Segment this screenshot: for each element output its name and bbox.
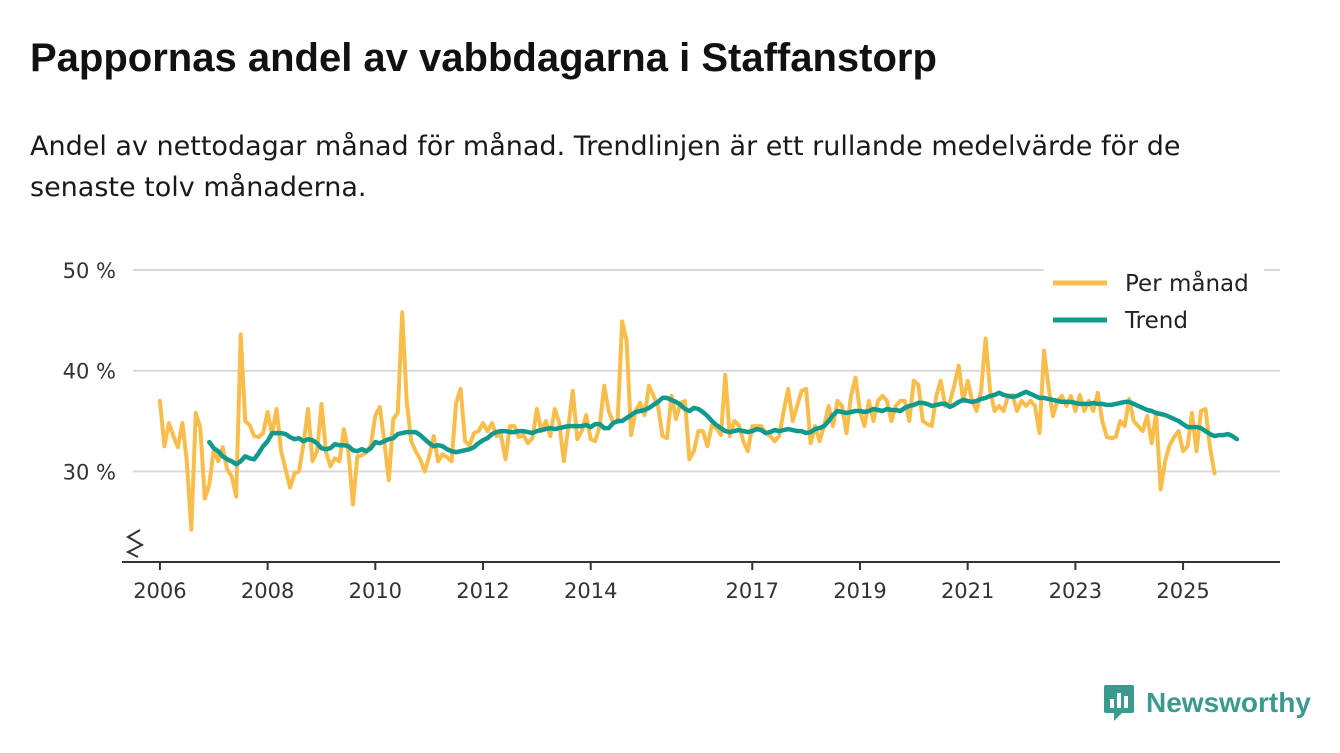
legend-background: [1044, 266, 1264, 344]
x-tick-label: 2012: [456, 579, 509, 603]
y-tick-label: 50 %: [63, 259, 116, 283]
series-line-per-manad: [157, 310, 1217, 532]
x-tick-label: 2019: [833, 579, 886, 603]
x-tick-label: 2008: [241, 579, 294, 603]
series-line-trend: [207, 389, 1240, 467]
legend-label: Trend: [1124, 308, 1188, 334]
x-tick-label: 2021: [941, 579, 994, 603]
newsworthy-logo-icon: [1104, 685, 1134, 721]
x-tick-label: 2014: [564, 579, 617, 603]
y-tick-label: 40 %: [63, 360, 116, 384]
x-axis: 2006 2008 2010 2012 2014 2017 2019 2021 2023 2025: [122, 529, 1280, 603]
legend-label: Per månad: [1125, 269, 1249, 297]
x-tick-label: 2025: [1156, 579, 1209, 603]
chart-title: Pappornas andel av vabbdagarna i Staffan…: [30, 36, 937, 80]
x-tick-label: 2017: [726, 579, 779, 603]
legend: Per månad Trend: [1044, 266, 1264, 344]
x-tick-label: 2023: [1049, 579, 1102, 603]
line-chart: 30 % 40 % 50 % 2006 2008 2010 2012 2014 2017 201…: [63, 259, 1280, 603]
chart-subtitle: Andel av nettodagar månad för månad. Tre…: [30, 131, 1181, 203]
x-tick-label: 2006: [133, 579, 186, 603]
brand-footer: Newsworthy: [1102, 683, 1311, 723]
series-lines: [157, 310, 1240, 532]
brand-name: Newsworthy: [1146, 687, 1311, 718]
y-tick-label: 30 %: [63, 460, 116, 484]
x-tick-label: 2010: [349, 579, 402, 603]
axis-break-icon: [125, 529, 145, 558]
